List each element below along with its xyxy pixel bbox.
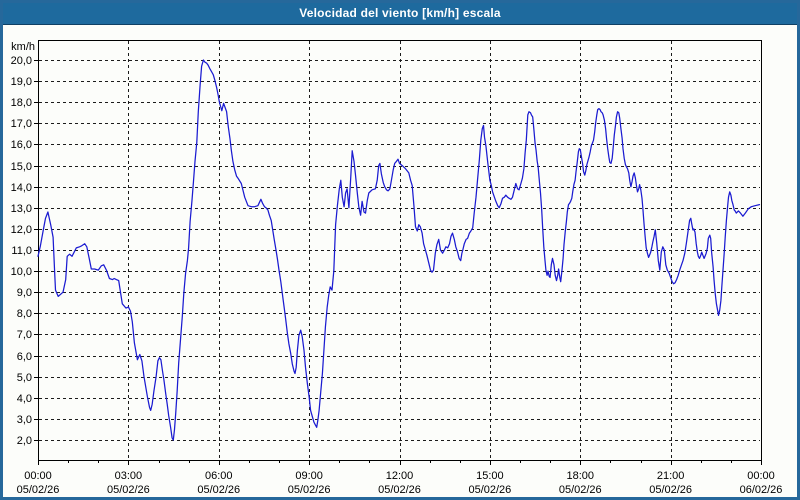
y-tick-label: 4,0 bbox=[17, 393, 32, 405]
x-tick-time-label: 21:00 bbox=[657, 470, 685, 482]
x-tick-date-label: 05/02/26 bbox=[17, 484, 60, 496]
x-tick-time-label: 12:00 bbox=[386, 470, 414, 482]
y-axis-unit-label: km/h bbox=[11, 41, 35, 53]
x-tick-date-label: 05/02/26 bbox=[107, 484, 150, 496]
y-tick-label: 12,0 bbox=[11, 224, 32, 236]
y-tick-label: 14,0 bbox=[11, 182, 32, 194]
y-tick-label: 5,0 bbox=[17, 372, 32, 384]
plot-area-border bbox=[38, 40, 762, 461]
y-tick-label: 7,0 bbox=[17, 329, 32, 341]
axis-ticks bbox=[34, 60, 762, 465]
x-tick-date-label: 05/02/26 bbox=[649, 484, 692, 496]
x-tick-time-label: 00:00 bbox=[747, 470, 775, 482]
y-tick-label: 20,0 bbox=[11, 55, 32, 67]
y-tick-label: 19,0 bbox=[11, 76, 32, 88]
y-axis-labels: 20,0 19,0 18,0 17,0 16,0 15,0 14,0 13,0 12,0 11,0… bbox=[11, 55, 32, 447]
gridlines bbox=[39, 41, 760, 459]
y-tick-label: 16,0 bbox=[11, 139, 32, 151]
x-tick-date-label: 05/02/26 bbox=[197, 484, 240, 496]
title-bar: Velocidad del viento [km/h] escala bbox=[3, 3, 797, 25]
y-tick-label: 3,0 bbox=[17, 414, 32, 426]
x-tick-date-label: 05/02/26 bbox=[288, 484, 331, 496]
y-tick-label: 18,0 bbox=[11, 97, 32, 109]
y-tick-label: 8,0 bbox=[17, 308, 32, 320]
y-tick-label: 11,0 bbox=[11, 245, 32, 257]
wind-speed-series-line bbox=[37, 59, 761, 441]
x-tick-date-label: 05/02/26 bbox=[468, 484, 511, 496]
y-tick-label: 13,0 bbox=[11, 203, 32, 215]
y-tick-label: 6,0 bbox=[17, 351, 32, 363]
x-tick-date-label: 05/02/26 bbox=[559, 484, 602, 496]
chart-title: Velocidad del viento [km/h] escala bbox=[299, 6, 501, 20]
x-tick-time-label: 03:00 bbox=[115, 470, 143, 482]
y-tick-label: 2,0 bbox=[17, 435, 32, 447]
x-axis-labels: 00:00 05/02/26 03:00 05/02/26 06:00 05/02/26 0… bbox=[17, 470, 783, 496]
x-tick-time-label: 15:00 bbox=[476, 470, 504, 482]
y-tick-label: 15,0 bbox=[11, 161, 32, 173]
x-tick-time-label: 00:00 bbox=[24, 470, 52, 482]
x-tick-time-label: 18:00 bbox=[566, 470, 594, 482]
x-tick-date-label: 06/02/26 bbox=[740, 484, 783, 496]
x-tick-time-label: 06:00 bbox=[205, 470, 233, 482]
y-tick-label: 9,0 bbox=[17, 287, 32, 299]
y-tick-label: 10,0 bbox=[11, 266, 32, 278]
x-tick-date-label: 05/02/26 bbox=[378, 484, 421, 496]
x-tick-time-label: 09:00 bbox=[295, 470, 323, 482]
y-tick-label: 17,0 bbox=[11, 118, 32, 130]
